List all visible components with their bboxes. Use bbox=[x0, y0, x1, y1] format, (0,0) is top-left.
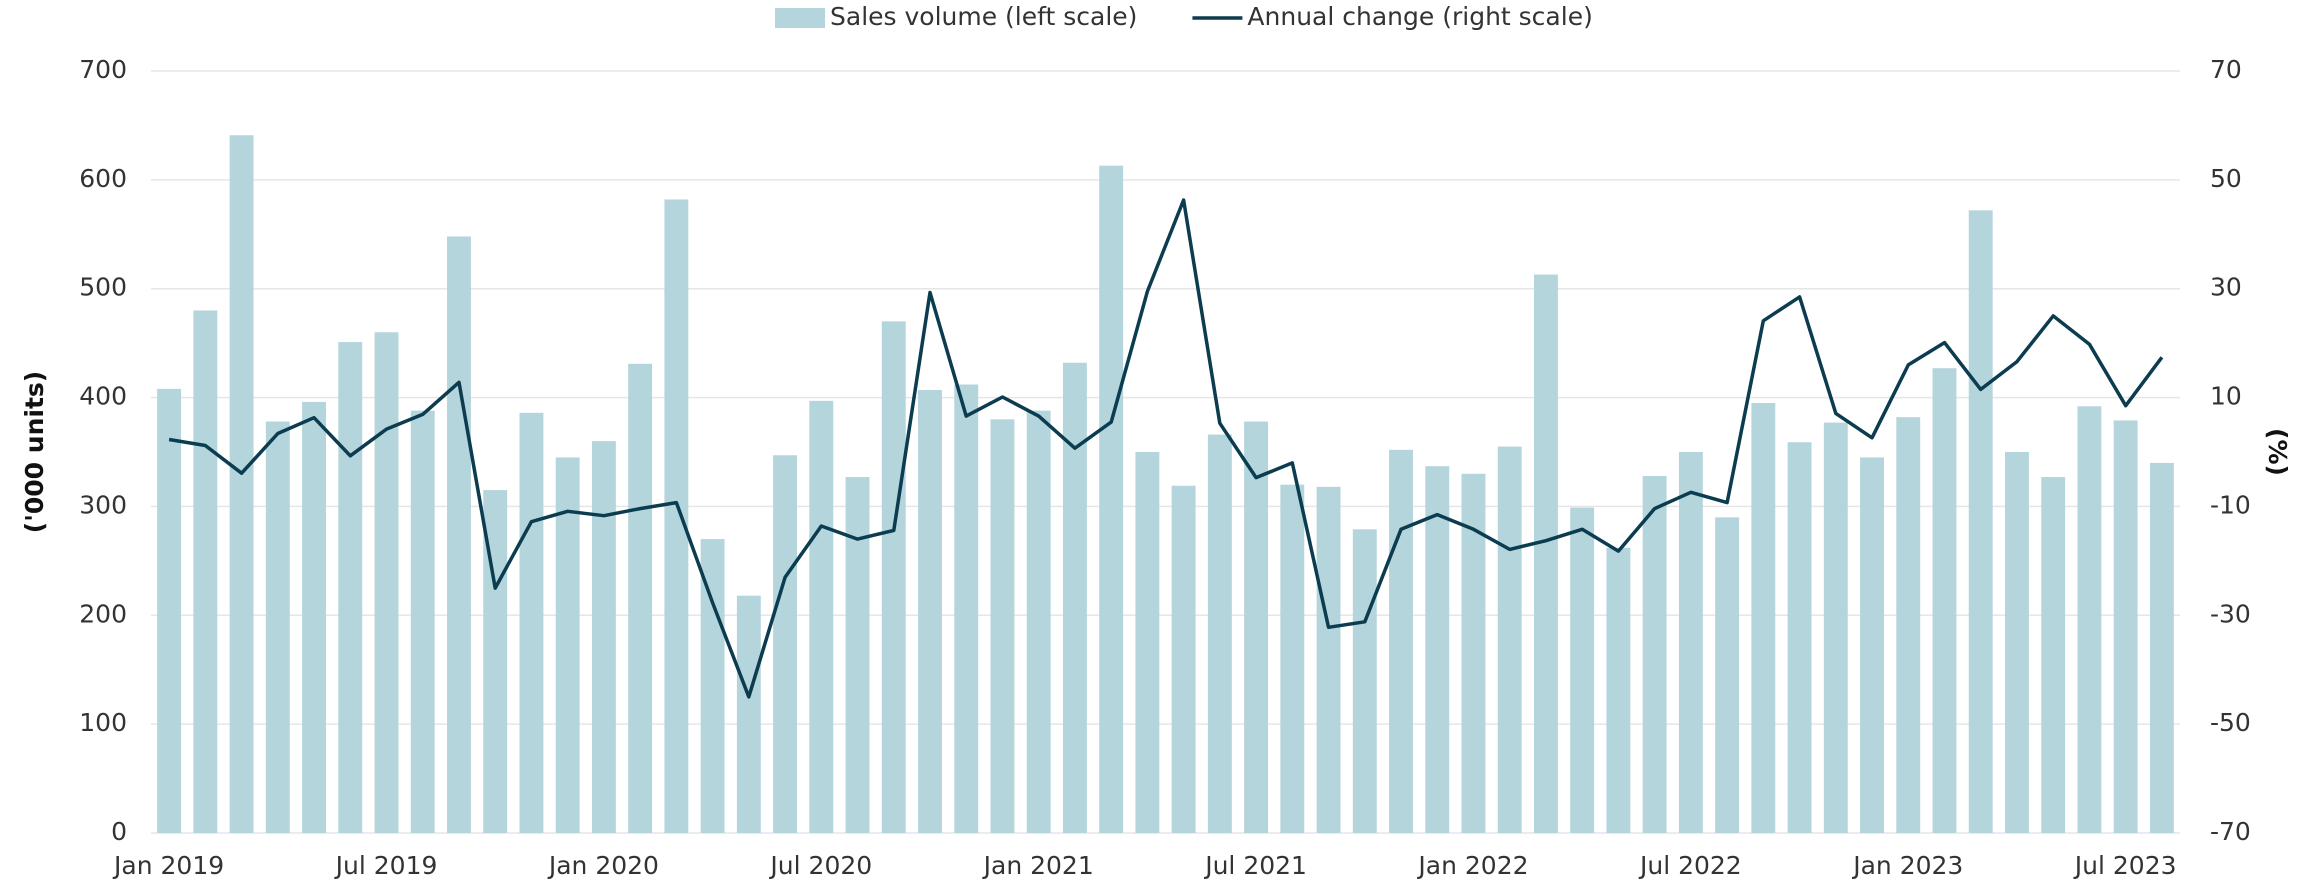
bar bbox=[1678, 452, 1703, 833]
bar bbox=[519, 412, 544, 833]
bar bbox=[1316, 486, 1341, 833]
bar bbox=[2149, 462, 2174, 833]
bar bbox=[374, 332, 399, 833]
bar bbox=[990, 419, 1015, 833]
bar bbox=[1062, 362, 1087, 833]
y2-tick-label: 30 bbox=[2210, 273, 2242, 302]
bar bbox=[700, 539, 725, 833]
bar bbox=[2004, 452, 2029, 833]
y-tick-label: 400 bbox=[79, 382, 127, 411]
y-tick-label: 0 bbox=[111, 817, 127, 846]
bar bbox=[1207, 434, 1232, 833]
bar bbox=[1860, 457, 1884, 833]
y2-tick-label: 10 bbox=[2210, 382, 2242, 411]
bar bbox=[954, 384, 979, 833]
x-tick-label: Jul 2021 bbox=[1203, 851, 1307, 879]
bar bbox=[628, 363, 653, 833]
bar bbox=[1751, 403, 1776, 833]
y2-tick-label: -30 bbox=[2210, 599, 2251, 628]
bar bbox=[1280, 484, 1305, 833]
bar bbox=[881, 321, 906, 833]
x-tick-label: Jan 2023 bbox=[1851, 851, 1963, 879]
bar bbox=[1787, 442, 1812, 833]
bar bbox=[302, 401, 327, 833]
bar bbox=[918, 389, 942, 833]
bar bbox=[1533, 274, 1558, 833]
bar bbox=[229, 135, 254, 833]
y2-tick-label: -50 bbox=[2210, 708, 2251, 737]
y-tick-label: 200 bbox=[79, 599, 127, 628]
bar bbox=[410, 410, 435, 833]
y-axis-title: ('000 units) bbox=[20, 371, 49, 533]
legend-label: Sales volume (left scale) bbox=[830, 2, 1137, 31]
bar bbox=[664, 199, 689, 834]
y2-axis-title: (%) bbox=[2263, 428, 2292, 476]
x-tick-label: Jan 2022 bbox=[1416, 851, 1528, 879]
bar bbox=[2113, 420, 2138, 833]
x-tick-label: Jul 2020 bbox=[768, 851, 872, 879]
bar bbox=[1389, 449, 1413, 833]
y-tick-label: 300 bbox=[79, 490, 127, 519]
bar bbox=[1823, 422, 1848, 833]
bar bbox=[1461, 473, 1486, 833]
legend-label: Annual change (right scale) bbox=[1247, 2, 1592, 31]
bar bbox=[773, 455, 798, 833]
bar bbox=[447, 236, 471, 833]
y2-tick-label: -70 bbox=[2210, 817, 2251, 846]
bar bbox=[1968, 210, 1993, 833]
line bbox=[168, 198, 2164, 699]
bar bbox=[1497, 446, 1522, 833]
bar bbox=[1099, 165, 1124, 834]
bar bbox=[1606, 547, 1631, 833]
bar bbox=[193, 310, 218, 833]
bar bbox=[1642, 475, 1667, 833]
bar bbox=[1026, 410, 1051, 833]
y-tick-label: 500 bbox=[79, 273, 127, 302]
y2-tick-label: 50 bbox=[2210, 164, 2242, 193]
bar bbox=[1352, 529, 1377, 833]
y2-tick-label: 70 bbox=[2210, 55, 2242, 84]
y-tick-label: 700 bbox=[79, 55, 127, 84]
y-tick-label: 600 bbox=[79, 164, 127, 193]
bar bbox=[338, 342, 363, 833]
x-tick-label: Jul 2022 bbox=[1638, 851, 1742, 879]
bar bbox=[1932, 368, 1957, 833]
x-tick-label: Jan 2019 bbox=[112, 851, 224, 879]
bar bbox=[1244, 421, 1269, 833]
bar bbox=[1570, 507, 1595, 833]
x-tick-label: Jul 2023 bbox=[2073, 851, 2177, 879]
bar bbox=[1896, 417, 1921, 833]
bar bbox=[2077, 406, 2102, 833]
bar bbox=[736, 595, 761, 833]
bar bbox=[591, 441, 616, 833]
bar bbox=[555, 457, 580, 833]
x-tick-label: Jan 2021 bbox=[982, 851, 1094, 879]
bar bbox=[1171, 485, 1196, 833]
bar bbox=[809, 400, 834, 833]
bar bbox=[1715, 517, 1740, 833]
y-tick-label: 100 bbox=[79, 708, 127, 737]
y2-tick-label: -10 bbox=[2210, 490, 2251, 519]
bar bbox=[1425, 466, 1450, 833]
legend-swatch bbox=[775, 8, 825, 28]
bar bbox=[157, 388, 182, 833]
bar bbox=[265, 421, 290, 833]
bar bbox=[845, 477, 870, 833]
bar bbox=[2041, 477, 2066, 833]
x-tick-label: Jan 2020 bbox=[547, 851, 659, 879]
bar bbox=[1135, 452, 1160, 833]
x-tick-label: Jul 2019 bbox=[334, 851, 438, 879]
